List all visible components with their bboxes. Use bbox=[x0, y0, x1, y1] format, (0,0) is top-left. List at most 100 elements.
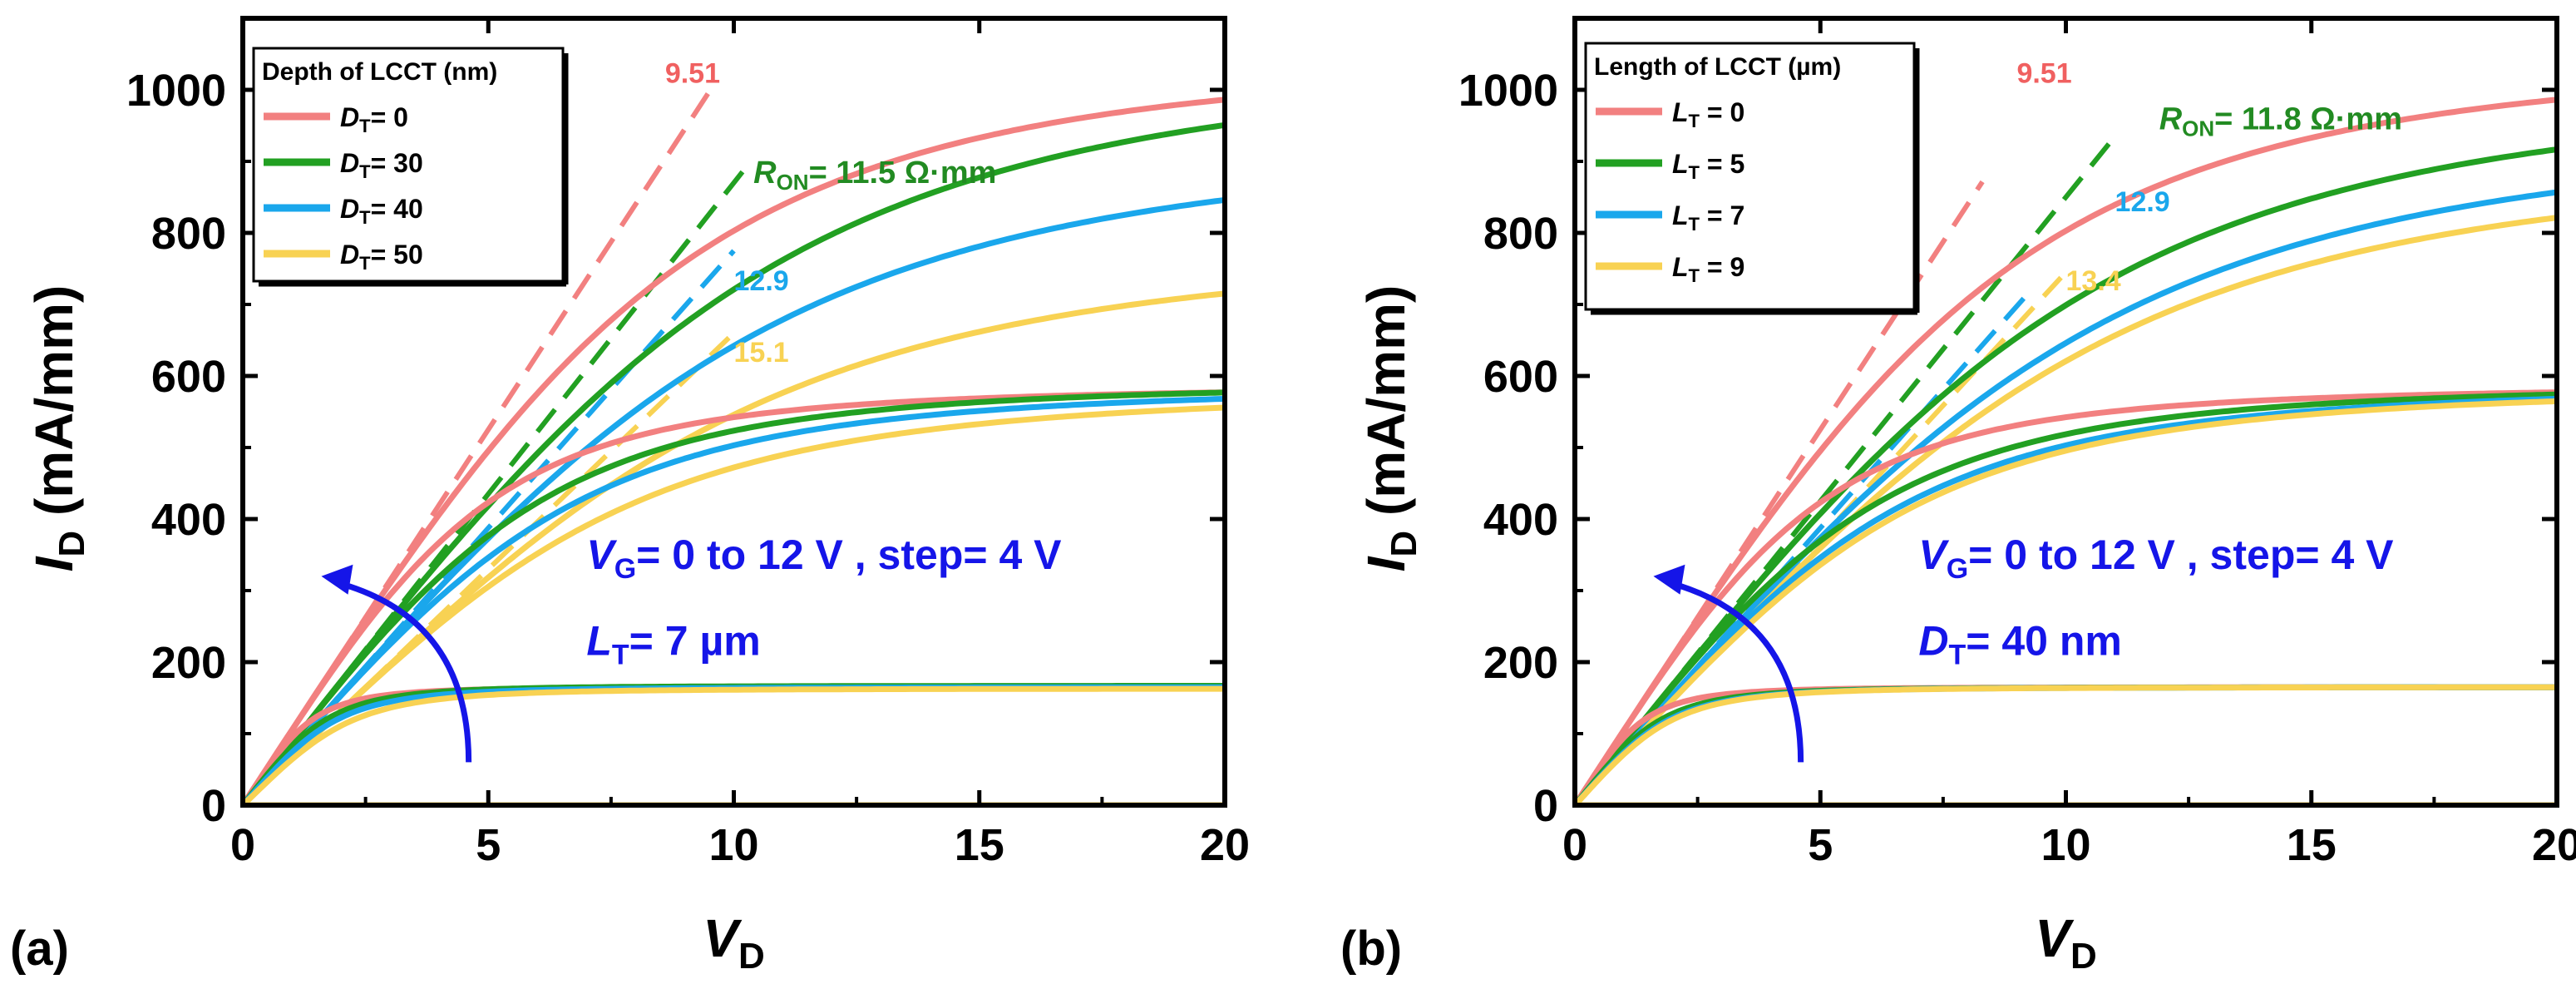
ron-fit-line bbox=[1575, 288, 2034, 805]
condition-param-sub: T bbox=[612, 639, 629, 670]
legend-entry-label-symbol: D bbox=[340, 194, 359, 224]
legend-entry-label-sub: T bbox=[1689, 111, 1700, 131]
ron-fit-line bbox=[243, 249, 736, 805]
iv-curve-dt-0-vg12 bbox=[243, 96, 1225, 805]
iv-curve-lt-7-vg12 bbox=[1575, 189, 2557, 805]
legend-entry-label-sub: T bbox=[1689, 162, 1700, 183]
condition-vg-sub: G bbox=[1947, 553, 1968, 585]
y-tick-label: 200 bbox=[1483, 638, 1558, 688]
ron-label-symbol: R bbox=[753, 156, 777, 190]
iv-curve-dt-40-vg12 bbox=[243, 196, 1225, 805]
legend-title: Length of LCCT (µm) bbox=[1594, 53, 1841, 81]
y-axis-label-symbol: I bbox=[24, 556, 84, 571]
x-axis-label-symbol: V bbox=[2035, 908, 2075, 968]
y-tick-label: 800 bbox=[151, 209, 226, 259]
x-axis-label-symbol: V bbox=[703, 908, 743, 968]
iv-curve-lt-5-vg8 bbox=[1575, 391, 2557, 805]
legend-entry-label-symbol: D bbox=[340, 240, 359, 270]
ron-label-rest: = 11.5 Ω·mm bbox=[809, 156, 997, 190]
condition-vg-symbol: V bbox=[1918, 532, 1949, 578]
legend-entry-label-symbol: L bbox=[1672, 149, 1689, 179]
iv-curve-dt-40-vg8 bbox=[243, 396, 1225, 805]
iv-curve-lt-5-vg12 bbox=[1575, 146, 2557, 805]
ron-label-sub: ON bbox=[777, 170, 809, 195]
condition-vg-symbol: V bbox=[586, 532, 617, 578]
ron-value-label: 12.9 bbox=[2115, 186, 2170, 218]
x-tick-label: 10 bbox=[708, 820, 758, 870]
condition-param-rest: = 40 nm bbox=[1966, 617, 2122, 664]
ron-label: RON= 11.5 Ω·mm bbox=[753, 156, 996, 195]
iv-curve-lt-9-vg4 bbox=[1575, 684, 2557, 805]
y-tick-label: 200 bbox=[151, 638, 226, 688]
legend-entry-label-symbol: L bbox=[1672, 252, 1689, 282]
x-tick-label: 0 bbox=[230, 820, 255, 870]
x-tick-label: 20 bbox=[2532, 820, 2576, 870]
legend-entry-label-rest: = 7 bbox=[1700, 200, 1744, 230]
iv-curve-lt-0-vg12 bbox=[1575, 96, 2557, 805]
legend-entry-label: LT = 5 bbox=[1672, 149, 1744, 183]
vg-arrow-head bbox=[1653, 564, 1685, 595]
legend-entry-label-rest: = 50 bbox=[371, 240, 423, 270]
legend-entry-label: DT= 0 bbox=[340, 102, 408, 136]
legend-entry-label-rest: = 30 bbox=[371, 148, 423, 178]
y-tick-label: 600 bbox=[1483, 352, 1558, 402]
legend-entry-label-sub: T bbox=[1689, 265, 1700, 286]
condition-param-symbol: D bbox=[1918, 617, 1948, 664]
ron-label-symbol: R bbox=[2159, 101, 2183, 136]
x-tick-label: 10 bbox=[2041, 820, 2090, 870]
y-axis-label-group: ID (mA/mm) bbox=[1356, 285, 1424, 572]
ron-label: RON= 11.8 Ω·mm bbox=[2159, 101, 2402, 141]
x-tick-label: 15 bbox=[2287, 820, 2337, 870]
y-axis-label-symbol: I bbox=[1356, 556, 1416, 571]
condition-param: DT= 40 nm bbox=[1918, 617, 2122, 670]
y-axis-label: ID (mA/mm) bbox=[24, 285, 92, 572]
condition-param-rest: = 7 µm bbox=[629, 617, 761, 664]
ron-value-label: 13.4 bbox=[2066, 265, 2121, 297]
legend-entry-label-symbol: D bbox=[340, 148, 359, 178]
ron-value-label: 15.1 bbox=[734, 337, 789, 368]
x-axis-label: VD bbox=[703, 908, 764, 977]
iv-curve-dt-50-vg8 bbox=[243, 404, 1225, 805]
ron-value-label: 12.9 bbox=[734, 265, 789, 297]
vg-direction-arrow bbox=[1669, 580, 1804, 763]
legend-entry-label: LT = 0 bbox=[1672, 97, 1744, 131]
iv-curve-dt-50-vg4 bbox=[243, 685, 1225, 805]
legend-entry-label-sub: T bbox=[359, 161, 371, 182]
x-axis-label-sub: D bbox=[2070, 936, 2097, 977]
x-tick-label: 5 bbox=[1808, 820, 1833, 870]
y-tick-label: 400 bbox=[151, 495, 226, 545]
y-axis-label-unit: (mA/mm) bbox=[24, 285, 84, 531]
ron-label-sub: ON bbox=[2182, 116, 2214, 141]
condition-vg: VG= 0 to 12 V , step= 4 V bbox=[1918, 532, 2394, 585]
y-axis-label: ID (mA/mm) bbox=[1356, 285, 1424, 572]
legend-entry-label-sub: T bbox=[359, 253, 371, 274]
y-tick-label: 400 bbox=[1483, 495, 1558, 545]
iv-curve-dt-0-vg8 bbox=[243, 389, 1225, 805]
condition-vg: VG= 0 to 12 V , step= 4 V bbox=[586, 532, 1062, 585]
condition-vg-rest: = 0 to 12 V , step= 4 V bbox=[1968, 532, 2394, 578]
y-tick-label: 800 bbox=[1483, 209, 1558, 259]
x-tick-label: 5 bbox=[476, 820, 501, 870]
y-tick-label: 0 bbox=[1533, 781, 1558, 831]
y-tick-label: 1000 bbox=[126, 66, 226, 116]
legend-entry-label-symbol: L bbox=[1672, 97, 1689, 127]
iv-curve-dt-30-vg12 bbox=[243, 121, 1225, 805]
vg-arrow-head bbox=[321, 564, 353, 595]
iv-curve-lt-7-vg8 bbox=[1575, 396, 2557, 805]
legend-entry-label: LT = 7 bbox=[1672, 200, 1744, 235]
plot-area bbox=[1575, 96, 2557, 805]
y-axis-label-sub: D bbox=[52, 531, 92, 557]
legend-entry-label: DT= 30 bbox=[340, 148, 423, 182]
y-tick-label: 600 bbox=[151, 352, 226, 402]
panel-label: (b) bbox=[1340, 922, 1402, 976]
vg-direction-arrow bbox=[337, 580, 472, 763]
legend-entry-label: DT= 40 bbox=[340, 194, 423, 228]
condition-vg-rest: = 0 to 12 V , step= 4 V bbox=[636, 532, 1062, 578]
y-tick-label: 1000 bbox=[1458, 66, 1558, 116]
legend-entry-label-rest: = 0 bbox=[1700, 97, 1744, 127]
x-tick-label: 0 bbox=[1562, 820, 1587, 870]
iv-curve-lt-0-vg8 bbox=[1575, 389, 2557, 805]
condition-param-sub: T bbox=[1948, 639, 1966, 670]
